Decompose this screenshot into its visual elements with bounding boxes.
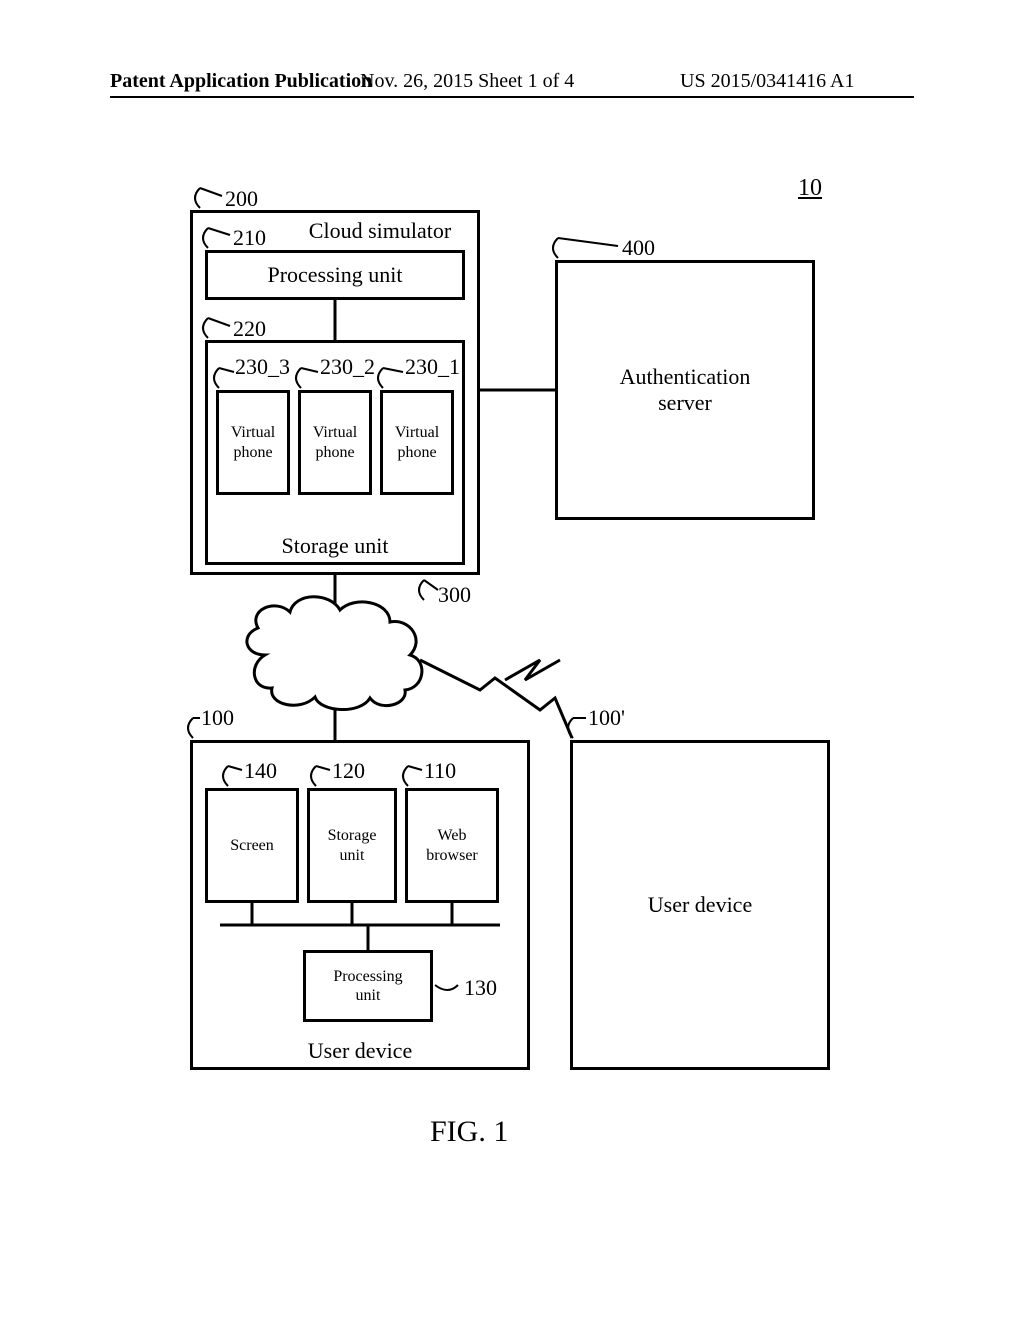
label-user-device-left: User device: [300, 1038, 420, 1064]
ref-auth: 400: [622, 235, 655, 261]
figure-caption: FIG. 1: [430, 1115, 508, 1149]
box-web-browser: Web browser: [405, 788, 499, 903]
ref-network: 300: [438, 582, 471, 608]
label-network: Network: [300, 640, 410, 666]
header-divider: [110, 96, 914, 98]
ref-vp2: 230_2: [320, 354, 375, 380]
patent-figure-page: Patent Application Publication Nov. 26, …: [0, 0, 1024, 1320]
ref-proc-b: 130: [464, 975, 497, 1001]
ref-storage-top: 220: [233, 316, 266, 342]
box-storage-unit-bottom: Storage unit: [307, 788, 397, 903]
box-screen: Screen: [205, 788, 299, 903]
box-virtual-phone-1: Virtual phone: [380, 390, 454, 495]
header-date-sheet: Nov. 26, 2015 Sheet 1 of 4: [360, 70, 574, 93]
box-virtual-phone-2: Virtual phone: [298, 390, 372, 495]
ref-system: 10: [798, 175, 822, 202]
ref-screen: 140: [244, 758, 277, 784]
ref-cloud-sim: 200: [225, 186, 258, 212]
ref-user-right: 100': [588, 705, 625, 731]
label-user-device-right: User device: [570, 740, 830, 1070]
box-processing-unit-bottom: Processing unit: [303, 950, 433, 1022]
ref-vp1: 230_1: [405, 354, 460, 380]
header-publication-number: US 2015/0341416 A1: [680, 70, 854, 93]
ref-browser: 110: [424, 758, 456, 784]
label-cloud-simulator: Cloud simulator: [285, 218, 475, 244]
ref-proc-top: 210: [233, 225, 266, 251]
label-processing-unit-top: Processing unit: [205, 250, 465, 300]
ref-vp3: 230_3: [235, 354, 290, 380]
label-auth-server: Authentication server: [555, 260, 815, 520]
header-publication: Patent Application Publication: [110, 70, 372, 93]
box-virtual-phone-3: Virtual phone: [216, 390, 290, 495]
ref-storage-b: 120: [332, 758, 365, 784]
diagram-connectors: [0, 0, 1024, 1320]
label-storage-unit-top: Storage unit: [255, 533, 415, 559]
ref-user-left: 100: [201, 705, 234, 731]
